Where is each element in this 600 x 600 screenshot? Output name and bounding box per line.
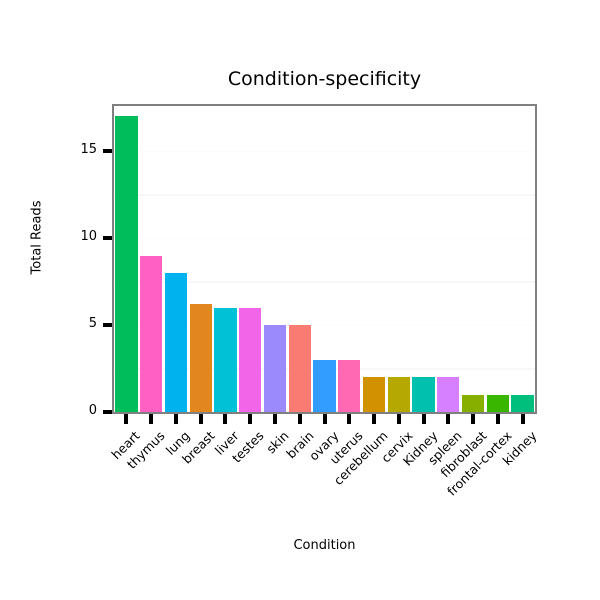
x-tick-mark xyxy=(149,414,154,424)
x-tick-mark xyxy=(173,414,178,424)
y-tick-label: 0 xyxy=(88,403,97,418)
bar xyxy=(239,307,262,412)
bar xyxy=(338,359,361,412)
x-tick-mark xyxy=(124,414,129,424)
y-axis-title: Total Reads xyxy=(29,200,45,275)
x-tick-mark xyxy=(372,414,377,424)
bar xyxy=(461,394,485,412)
x-tick-mark xyxy=(297,414,302,424)
bar xyxy=(214,307,237,412)
x-axis-title: Condition xyxy=(293,538,356,553)
y-tick-label: 15 xyxy=(80,142,97,158)
x-tick-mark xyxy=(421,414,426,424)
x-tick-mark xyxy=(471,414,476,424)
x-tick-mark xyxy=(248,414,253,424)
y-tick-label: 5 xyxy=(88,316,97,332)
y-tick-mark xyxy=(103,236,112,241)
bar xyxy=(412,377,435,412)
gridline-minor xyxy=(114,280,535,283)
bar xyxy=(313,359,336,412)
bar xyxy=(486,394,509,412)
gridline-major xyxy=(114,151,535,153)
y-tick-mark xyxy=(103,149,112,154)
x-tick-mark xyxy=(322,414,327,424)
bar xyxy=(115,116,138,412)
x-tick-mark xyxy=(495,414,500,424)
bar xyxy=(511,394,534,412)
bar xyxy=(288,325,311,412)
bar xyxy=(362,377,386,412)
y-tick-label: 10 xyxy=(80,229,97,245)
bar xyxy=(189,304,212,412)
gridline-major xyxy=(114,325,535,327)
x-tick-mark xyxy=(347,414,352,424)
bar xyxy=(387,377,410,412)
x-tick-mark xyxy=(396,414,401,424)
x-tick-mark xyxy=(272,414,277,424)
gridline-minor xyxy=(114,193,535,196)
bar xyxy=(164,272,188,412)
bar xyxy=(437,377,460,412)
gridline-major xyxy=(114,238,535,240)
bar-series xyxy=(114,106,535,412)
chart-title: Condition-specificity xyxy=(227,68,422,90)
x-tick-mark xyxy=(223,414,228,424)
plot-panel xyxy=(112,104,537,414)
y-tick-mark xyxy=(103,410,112,414)
bar xyxy=(140,255,163,412)
x-tick-mark xyxy=(446,414,451,424)
y-tick-mark xyxy=(103,323,112,328)
bar xyxy=(263,325,287,412)
x-tick-mark xyxy=(198,414,203,424)
x-tick-mark xyxy=(520,414,525,424)
